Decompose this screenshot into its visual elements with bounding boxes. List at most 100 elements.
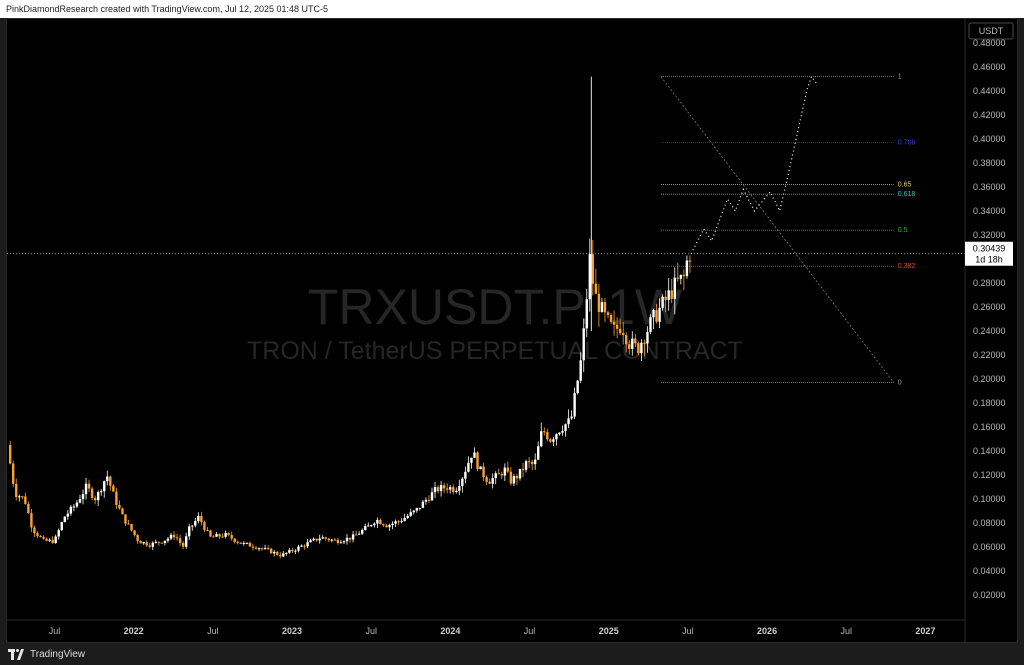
candle-body: [351, 534, 355, 540]
candle-body: [640, 342, 643, 354]
candle-body: [628, 344, 631, 349]
candle-body: [643, 342, 646, 344]
candle-body: [570, 416, 573, 419]
candle-body: [555, 434, 558, 440]
candle-body: [424, 499, 428, 502]
candle-body: [473, 452, 476, 458]
candle-body: [415, 508, 419, 511]
candle-body: [90, 488, 94, 498]
candle-body: [479, 466, 482, 470]
candle-body: [543, 431, 546, 433]
candle-body: [191, 525, 194, 527]
fib-level-label: 0.618: [898, 191, 916, 198]
currency-label[interactable]: USDT: [968, 22, 1014, 40]
price-tick-label: 0.46000: [973, 62, 1006, 72]
candle-body: [321, 537, 324, 539]
candle-body: [345, 537, 349, 542]
candle-body: [209, 530, 212, 537]
candle-body: [418, 507, 422, 509]
candle-body: [266, 547, 270, 549]
candle-body: [409, 512, 412, 516]
candle-body: [506, 467, 510, 472]
candle-body: [546, 432, 549, 440]
price-tick-label: 0.08000: [973, 518, 1006, 528]
candle-body: [591, 254, 595, 284]
candle-body: [215, 534, 218, 537]
candle-body: [488, 481, 491, 484]
candle-body: [42, 536, 45, 539]
price-tick-label: 0.02000: [973, 590, 1006, 600]
candle-body: [515, 476, 519, 479]
candle-body: [518, 468, 522, 479]
candle-body: [391, 523, 394, 526]
candle-body: [297, 546, 300, 551]
price-tick-label: 0.44000: [973, 86, 1006, 96]
price-chart[interactable]: TRXUSDT.P, 1W TRON / TetherUS PERPETUAL …: [7, 19, 1019, 644]
candle-body: [540, 431, 543, 447]
candle-body: [512, 476, 516, 484]
candle-body: [573, 393, 576, 417]
chart-panel[interactable]: TRXUSDT.P, 1W TRON / TetherUS PERPETUAL …: [6, 18, 1019, 644]
candle-body: [682, 274, 686, 277]
candle-body: [370, 525, 373, 527]
candle-body: [294, 550, 297, 552]
candle-body: [373, 523, 376, 526]
symbol-watermark: TRXUSDT.P, 1W: [308, 279, 683, 335]
candle-body: [148, 545, 151, 547]
candle-body: [330, 539, 334, 541]
bar-countdown-text: 1d 18h: [975, 255, 1003, 265]
candle-body: [646, 331, 649, 344]
candle-body: [136, 535, 139, 541]
candle-body: [354, 534, 358, 536]
candle-body: [576, 380, 579, 394]
candle-body: [397, 521, 400, 523]
candle-body: [154, 541, 158, 543]
candle-body: [585, 299, 588, 329]
tradingview-logo[interactable]: TradingView: [8, 649, 85, 660]
price-tick-label: 0.28000: [973, 278, 1006, 288]
candle-body: [625, 335, 628, 345]
fib-level-label: 0.786: [898, 140, 916, 147]
projection-path[interactable]: [690, 75, 819, 255]
candle-body: [339, 542, 343, 544]
candle-body: [655, 309, 658, 322]
candle-body: [230, 534, 233, 539]
candle-body: [670, 290, 673, 299]
time-tick-label: Jul: [682, 626, 694, 636]
candle-body: [433, 487, 437, 493]
candle-body: [145, 542, 148, 546]
time-tick-label: Jul: [840, 626, 852, 636]
candle-body: [631, 338, 634, 349]
candle-body: [634, 338, 637, 344]
candle-body: [127, 523, 130, 525]
candle-body: [24, 496, 27, 504]
price-tick-label: 0.24000: [973, 326, 1006, 336]
fib-level-label: 1: [898, 74, 902, 81]
last-price-tag: 0.30439 1d 18h: [965, 241, 1013, 266]
candle-body: [336, 539, 340, 544]
candle-body: [357, 533, 361, 535]
candle-body: [106, 476, 109, 482]
candle-body: [679, 274, 683, 279]
candle-body: [212, 536, 215, 538]
candle-body: [530, 461, 534, 465]
candle-body: [133, 530, 136, 536]
candle-body: [8, 445, 12, 464]
candle-body: [184, 536, 188, 547]
price-tick-label: 0.18000: [973, 398, 1006, 408]
candle-body: [427, 499, 431, 501]
candle-body: [233, 538, 236, 542]
candle-body: [248, 542, 252, 547]
candle-body: [649, 317, 652, 332]
candle-body: [112, 485, 115, 492]
candle-body: [579, 360, 582, 381]
candle-body: [482, 466, 485, 478]
candle-body: [96, 492, 100, 501]
candle-body: [549, 439, 552, 442]
candle-body: [218, 534, 221, 537]
candle-body: [303, 545, 306, 547]
candle-body: [206, 529, 209, 531]
candle-body: [181, 542, 185, 547]
candle-body: [333, 539, 337, 541]
time-tick-label: Jul: [524, 626, 536, 636]
